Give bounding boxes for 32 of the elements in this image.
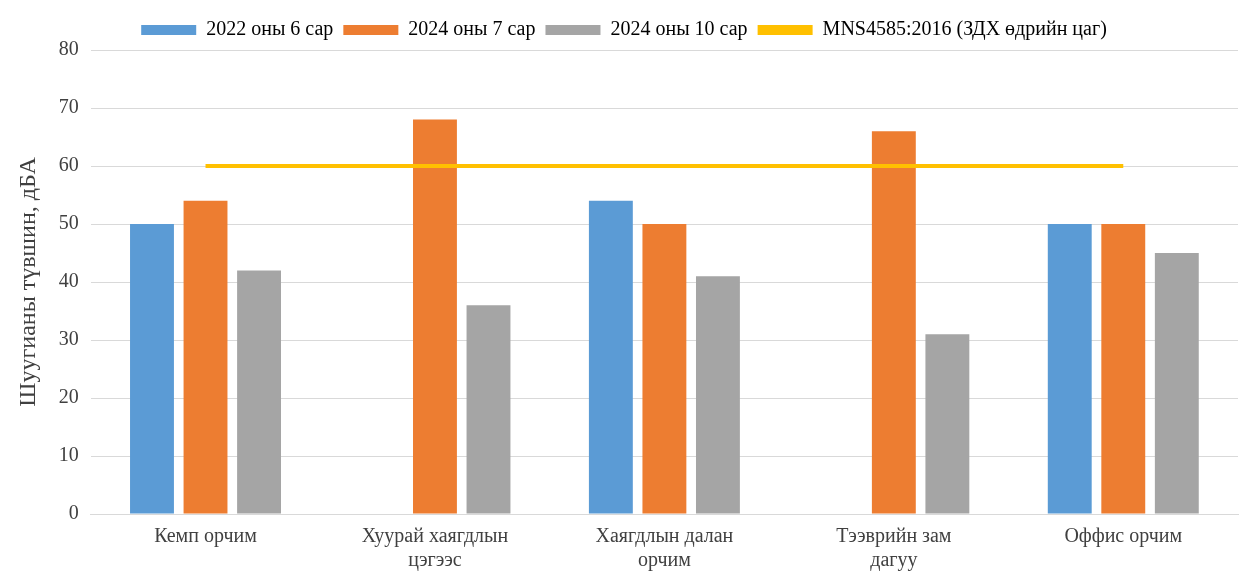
y-tick-label: 10 [58, 443, 79, 466]
x-tick-label: Кемп орчим [154, 524, 258, 548]
bar [588, 200, 633, 514]
y-tick-label: 30 [58, 327, 79, 350]
y-axis-title: Шуугианы түвшин, дБА [13, 156, 40, 407]
y-tick-label: 40 [58, 269, 79, 292]
bar [642, 224, 687, 514]
bar [925, 334, 970, 514]
bar [1101, 224, 1146, 514]
y-tick-label: 60 [58, 153, 79, 176]
bar [130, 224, 174, 514]
bar [183, 200, 228, 514]
bar [695, 276, 740, 514]
bar [1154, 253, 1199, 514]
y-tick-label: 70 [58, 95, 79, 118]
legend-label: 2024 оны 10 сар [610, 17, 748, 41]
x-tick-label: Хаягдлын далан орчим [595, 524, 734, 572]
bar [413, 119, 457, 514]
bar [1047, 224, 1092, 514]
bar [237, 270, 282, 514]
y-tick-label: 80 [58, 37, 79, 60]
y-tick-label: 0 [68, 501, 79, 524]
y-tick-label: 50 [58, 211, 79, 234]
x-tick-label: Тээврийн зам дагуу [836, 524, 952, 572]
legend-label: MNS4585:2016 (ЗДХ өдрийн цаг) [822, 17, 1107, 41]
y-tick-label: 20 [58, 385, 79, 408]
x-tick-label: Хуурай хаягдлын цэгээс [361, 524, 509, 572]
legend-label: 2024 оны 7 сар [408, 17, 536, 41]
x-tick-label: Оффис орчим [1064, 524, 1183, 548]
bar [871, 131, 916, 514]
bar [466, 305, 511, 514]
legend-label: 2022 оны 6 сар [206, 17, 334, 41]
